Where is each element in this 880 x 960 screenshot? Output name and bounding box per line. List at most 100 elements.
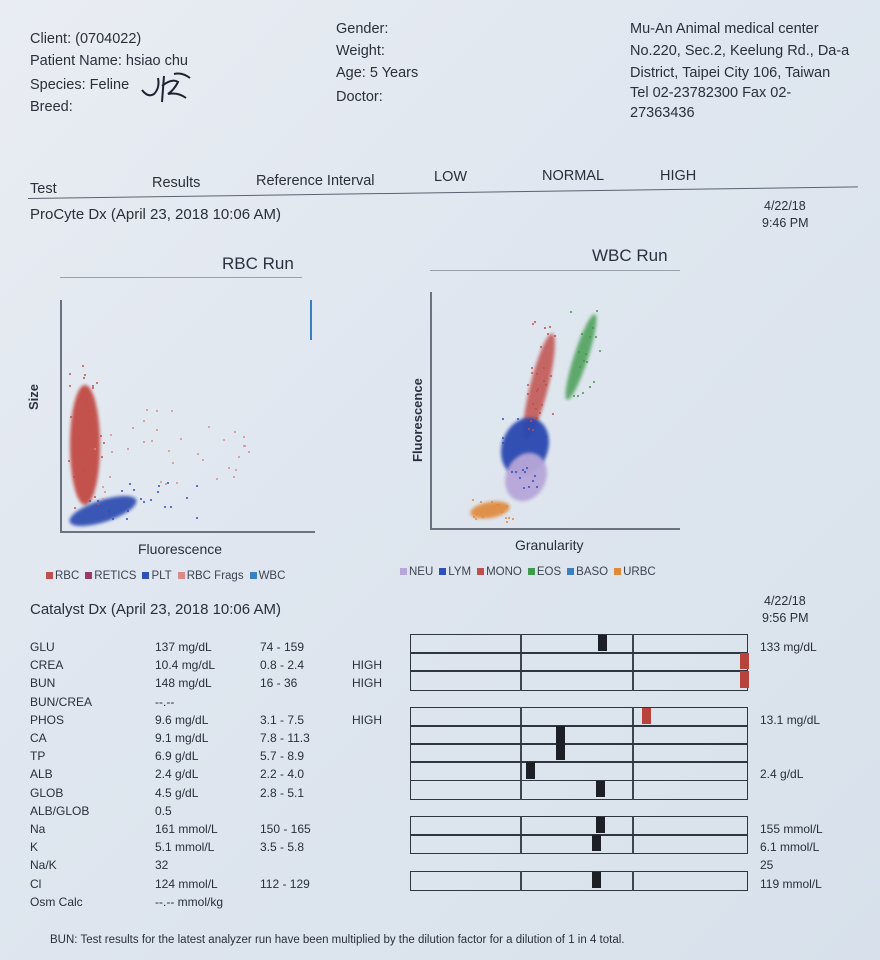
scatter-dot [535, 486, 538, 489]
value-marker [598, 635, 607, 652]
scatter-dot [196, 517, 199, 520]
row-result: --.-- [155, 694, 175, 709]
scatter-dot [107, 509, 110, 512]
legend-label: LYM [448, 566, 472, 578]
row-test-name: ALB/GLOB [30, 803, 90, 818]
legend-label: EOS [536, 566, 562, 578]
row-previous-result: 2.4 g/dL [760, 767, 804, 782]
scatter-dot [140, 497, 143, 500]
value-marker [592, 835, 601, 852]
scatter-dot [599, 350, 602, 353]
scatter-dot [156, 490, 159, 493]
rbc-scatter-points [60, 300, 315, 532]
rbc-plot [60, 300, 315, 533]
legend-item: RBC [46, 570, 79, 582]
scatter-dot [522, 486, 525, 489]
scatter-dot [544, 326, 547, 329]
scatter-dot [516, 418, 519, 421]
scatter-dot [532, 428, 535, 431]
scatter-dot [506, 505, 509, 508]
scatter-dot [151, 440, 154, 443]
scatter-dot [77, 482, 80, 485]
gauge-row-separator [410, 743, 748, 745]
species-label: Species: [30, 77, 86, 93]
row-previous-result: 155 mmol/L [760, 822, 823, 836]
scatter-dot [179, 438, 182, 441]
scatter-dot [490, 501, 493, 504]
scatter-dot [87, 492, 90, 495]
row-flag: HIGH [352, 658, 382, 673]
scatter-dot [89, 499, 92, 502]
row-reference: 16 - 36 [260, 676, 298, 691]
scatter-dot [94, 496, 97, 499]
legend-label: RBC Frags [186, 570, 244, 582]
legend-label: WBC [258, 570, 286, 582]
scatter-dot [163, 506, 166, 509]
wbc-marker [310, 300, 312, 340]
scatter-dot [146, 408, 148, 411]
weight-line: Weight: [336, 40, 385, 62]
species-value: Feline [89, 77, 130, 93]
scatter-dot [585, 352, 588, 355]
scatter-dot [132, 426, 135, 429]
scatter-dot [534, 408, 537, 411]
scatter-dot [102, 442, 105, 445]
scatter-dot [68, 384, 71, 387]
row-reference: 150 - 165 [260, 822, 311, 836]
scatter-dot [126, 448, 129, 451]
legend-swatch [177, 572, 185, 579]
row-reference: 7.8 - 11.3 [260, 731, 310, 745]
scatter-dot [549, 326, 552, 329]
legend-label: MONO [486, 566, 522, 578]
row-test-name: GLOB [30, 785, 64, 800]
wbc-y-label: Fluorescence [410, 378, 425, 462]
scatter-dot [546, 333, 549, 336]
scatter-dot [167, 450, 170, 453]
legend-swatch [400, 568, 407, 575]
scatter-dot [531, 372, 534, 375]
scatter-dot [536, 441, 539, 444]
rbc-cluster [70, 385, 100, 505]
gauge-row-separator [410, 834, 748, 836]
scatter-dot [102, 485, 105, 488]
scatter-dot [510, 470, 513, 473]
row-test-name: TP [30, 749, 46, 764]
gauge-row-separator [410, 670, 748, 672]
scatter-dot [150, 498, 153, 501]
row-reference: 0.8 - 2.4 [260, 658, 305, 673]
scatter-dot [536, 388, 539, 391]
scatter-dot [158, 485, 161, 488]
wbc-run-title: WBC Run [592, 246, 668, 265]
doctor-label: Doctor: [336, 89, 383, 105]
legend-item: BASO [567, 566, 608, 578]
scatter-dot [84, 374, 87, 377]
scatter-dot [501, 418, 504, 421]
col-test: Test [30, 181, 57, 197]
scatter-dot [86, 410, 89, 413]
scatter-dot [531, 480, 534, 483]
row-test-name: CA [30, 731, 47, 745]
patient-name: hsiao chu [125, 53, 188, 69]
rbc-x-label: Fluorescence [138, 541, 223, 557]
gauge-row-separator [410, 761, 748, 763]
row-result: 9.1 mg/dL [155, 731, 209, 745]
scatter-dot [531, 418, 534, 421]
scatter-dot [481, 515, 484, 518]
scatter-dot [553, 335, 556, 338]
scatter-dot [111, 451, 114, 454]
wbc-title-underline [430, 270, 680, 271]
scatter-dot [102, 498, 105, 501]
scatter-dot [97, 499, 100, 502]
weight-label: Weight: [336, 43, 385, 59]
rbc-legend: RBC RETICS PLT RBC Frags WBC [46, 570, 291, 582]
clinic-phone: Tel 02-23782300 Fax 02- [630, 85, 792, 101]
scatter-dot [538, 412, 541, 415]
scatter-dot [69, 373, 72, 376]
row-test-name: K [30, 840, 39, 855]
row-test-name: Cl [30, 876, 42, 891]
age-line: Age: 5 Years [336, 62, 418, 84]
scatter-dot [473, 516, 476, 519]
scatter-dot [73, 507, 76, 510]
gender-line: Gender: [336, 18, 388, 40]
rbc-x-axis [60, 531, 315, 533]
